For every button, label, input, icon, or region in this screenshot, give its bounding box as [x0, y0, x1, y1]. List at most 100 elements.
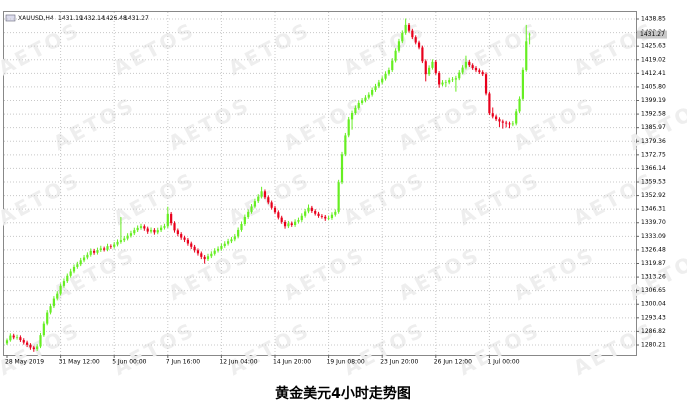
candle-body [206, 256, 210, 260]
x-tick-label: 7 Jun 16:00 [166, 359, 200, 366]
candle-body [200, 253, 203, 257]
candle-body [414, 37, 417, 43]
candle-body [488, 93, 491, 114]
candle-body [521, 69, 524, 99]
plot-frame [3, 11, 637, 356]
candle-body [344, 135, 347, 155]
candle-body [377, 82, 380, 87]
x-tick-label: 31 May 12:00 [59, 359, 100, 366]
candle-body [347, 119, 350, 136]
candle-body [407, 24, 411, 31]
candle-body [428, 67, 431, 75]
candle-body [119, 240, 122, 242]
candle-body [498, 119, 501, 122]
candle-body [129, 233, 133, 236]
candle-body [505, 122, 508, 124]
header-high: 1432.14 [80, 15, 105, 22]
candle-body [89, 250, 92, 255]
candle-body [310, 207, 313, 212]
x-tick-label: 23 Jun 20:00 [380, 359, 418, 366]
candle-body [96, 250, 99, 253]
candle-body [515, 111, 518, 124]
candle-body [458, 72, 461, 79]
y-tick-label: 1293.43 [641, 314, 666, 321]
candle-body [180, 234, 183, 238]
y-tick-label: 1313.26 [641, 274, 666, 281]
candle-body [247, 211, 250, 217]
candle-body [357, 102, 360, 108]
candle-body [52, 298, 55, 307]
candle-body [334, 211, 337, 215]
candle-body [257, 196, 260, 202]
y-tick-label: 1379.36 [641, 138, 666, 145]
candle-body [270, 202, 273, 208]
candle-body [136, 227, 139, 231]
candle-body [327, 218, 330, 219]
x-tick-label: 26 Jun 12:00 [434, 359, 472, 366]
candle-body [99, 248, 102, 251]
candle-body [307, 207, 310, 212]
candle-body [93, 250, 96, 253]
candle-body [203, 256, 206, 260]
candle-body [297, 220, 300, 222]
candle-body [384, 73, 387, 79]
x-tick-label: 19 Jun 08:00 [327, 359, 365, 366]
x-tick-label: 5 Jun 00:00 [112, 359, 146, 366]
candle-body [26, 342, 29, 345]
candle-body [22, 340, 25, 343]
candle-body [72, 266, 76, 272]
candle-body [143, 226, 146, 229]
y-tick-label: 1280.21 [641, 341, 666, 348]
candle-body [243, 216, 246, 224]
header-close: 1431.27 [124, 15, 149, 22]
candle-body [210, 253, 213, 257]
candle-body [230, 239, 233, 242]
candle-body [518, 98, 521, 112]
candle-body [250, 206, 253, 212]
candle-body [36, 346, 39, 350]
candle-body [273, 207, 277, 213]
candle-body [260, 191, 263, 197]
candle-body [337, 182, 340, 212]
candle-body [109, 246, 112, 247]
candle-body [374, 86, 377, 91]
price-marker [637, 30, 667, 39]
candle-body [283, 221, 287, 227]
candle-body [394, 50, 397, 61]
candle-body [300, 215, 303, 221]
candle-body [391, 60, 394, 71]
candle-body [149, 229, 153, 232]
candle-body [82, 257, 86, 261]
candle-body [227, 241, 230, 244]
candle-body [404, 24, 407, 33]
candle-body [9, 335, 12, 341]
candle-body [381, 78, 384, 83]
candle-body [160, 227, 163, 231]
candle-body [401, 32, 404, 42]
y-tick-label: 1425.63 [641, 43, 666, 50]
candle-body [317, 213, 320, 216]
x-tick-label: 14 Jun 20:00 [273, 359, 311, 366]
candle-body [371, 90, 374, 95]
y-tick-label: 1385.97 [641, 124, 666, 131]
candle-body [525, 41, 528, 71]
candle-body [314, 211, 317, 214]
y-tick-label: 1339.70 [641, 219, 666, 226]
candle-body [441, 82, 444, 85]
x-tick-label: 12 Jun 04:00 [219, 359, 257, 366]
candle-body [417, 42, 421, 48]
candle-body [277, 212, 280, 218]
candle-body [501, 121, 504, 123]
candle-body [495, 116, 498, 120]
candle-body [103, 248, 106, 250]
candle-body [481, 72, 484, 75]
candle-body [267, 197, 270, 203]
candle-body [354, 107, 357, 114]
candle-body [474, 68, 478, 71]
candle-body [294, 221, 297, 226]
candle-body [263, 191, 267, 198]
candle-body [163, 226, 166, 228]
candle-body [340, 154, 344, 183]
candle-body [421, 47, 424, 62]
